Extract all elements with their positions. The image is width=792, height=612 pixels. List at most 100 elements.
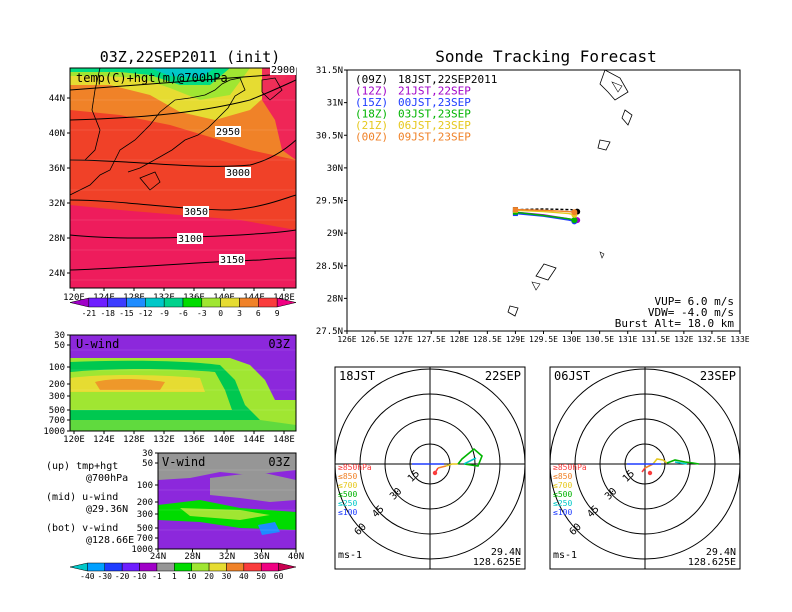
contour-label-bg — [219, 254, 245, 265]
hodograph-time: 18JST — [339, 369, 375, 383]
hodograph-wind-trace — [457, 447, 483, 467]
v-colorbar-swatch — [104, 562, 123, 572]
track-xtick-label: 126.5E — [361, 335, 390, 344]
v-xtick-label: 36N — [253, 552, 269, 562]
v-colorbar-label: 50 — [256, 572, 266, 581]
hodograph-level-label: ≤500 — [338, 490, 357, 499]
track-line — [515, 208, 578, 213]
legend-mid-sub: @29.36N — [86, 504, 128, 515]
track-end-point — [571, 217, 578, 224]
track-xtick-label: 132E — [674, 335, 693, 344]
track-legend-code: (18Z) — [355, 108, 388, 121]
hodograph-units: ms-1 — [338, 550, 362, 561]
track-legend-time: 03JST,23SEP — [398, 108, 471, 121]
map-ytick-label: 36N — [49, 164, 65, 174]
colorbar-label: -6 — [178, 309, 188, 318]
map-label: temp(C)+hgt(m)@700hPa — [76, 71, 228, 85]
hodograph-wind-trace — [641, 467, 646, 473]
hodograph-date: 23SEP — [700, 369, 736, 383]
colorbar-swatch — [182, 297, 203, 308]
track-ytick-label: 30N — [327, 164, 343, 174]
track-legend-code: (00Z) — [355, 131, 388, 144]
colorbar-swatch — [201, 297, 221, 308]
hodograph-surface-point — [647, 470, 653, 476]
track-xtick-label: 129E — [506, 335, 525, 344]
hodograph-lon: 128.625E — [473, 557, 521, 568]
colorbar-label: 3 — [237, 309, 242, 318]
v-ytick-label: 30 — [142, 449, 153, 459]
colorbar-swatch — [88, 297, 108, 308]
u-xtick-label: 120E — [63, 435, 85, 445]
v-colorbar-swatch — [121, 562, 140, 572]
hodograph-level-label: ≤250 — [553, 499, 572, 508]
v-colorbar-swatch — [69, 562, 88, 572]
colorbar-label: 0 — [218, 309, 223, 318]
colorbar-swatch — [145, 297, 165, 308]
v-colorbar-swatch — [208, 562, 227, 572]
u-ytick-label: 30 — [54, 331, 65, 341]
colorbar-swatch — [126, 297, 146, 308]
track-legend-code: (21Z) — [355, 119, 388, 132]
hodograph-level-label: ≥850hPa — [338, 463, 372, 472]
v-colorbar-swatch — [260, 562, 279, 572]
u-wind-label: U-wind — [76, 337, 119, 351]
v-xtick-label: 24N — [150, 552, 166, 562]
contour-label-bg — [270, 64, 296, 75]
track-xtick-label: 133E — [730, 335, 749, 344]
v-wind-colorbar — [69, 562, 297, 572]
legend-mid: (mid) u-wind — [46, 492, 118, 503]
colorbar-label: -18 — [100, 309, 115, 318]
track-legend-time: 06JST,23SEP — [398, 119, 471, 132]
track-xtick-label: 131.5E — [641, 335, 670, 344]
track-legend-time: 18JST,22SEP2011 — [398, 73, 497, 86]
hodograph-level-label: ≤250 — [338, 499, 357, 508]
v-colorbar-label: 30 — [222, 572, 232, 581]
u-wind-time: 03Z — [268, 337, 290, 351]
v-ytick-label: 300 — [137, 510, 153, 520]
hodograph-rings — [550, 367, 740, 569]
param-vup: VUP= 6.0 m/s — [655, 295, 734, 308]
hodograph-level-label: ≤500 — [553, 490, 572, 499]
track-xtick-label: 128.5E — [473, 335, 502, 344]
u-xtick-label: 132E — [153, 435, 175, 445]
track-ytick-label: 29.5N — [316, 197, 343, 207]
hodograph-wind-trace — [437, 465, 447, 469]
contour-label-bg — [215, 126, 241, 137]
track-ytick-label: 27.5N — [316, 327, 343, 337]
map-ytick-label: 44N — [49, 94, 65, 104]
map-xtick-label: 148E — [273, 293, 295, 303]
hodograph-level-label: ≤100 — [553, 508, 572, 517]
temperature-colorbar — [69, 297, 297, 308]
track-xtick-label: 132.5E — [697, 335, 726, 344]
colorbar-label: -15 — [119, 309, 134, 318]
hodograph-level-label: ≤700 — [553, 481, 572, 490]
contour-label: 3100 — [178, 234, 202, 245]
hodograph-level-label: ≥850hPa — [553, 463, 587, 472]
map-ytick-label: 32N — [49, 199, 65, 209]
v-ytick-label: 700 — [137, 534, 153, 544]
hodograph-lat: 29.4N — [706, 547, 736, 558]
v-colorbar-label: 20 — [204, 572, 214, 581]
v-xtick-label: 28N — [184, 552, 200, 562]
colorbar-swatch — [258, 297, 278, 308]
track-legend-time: 21JST,22SEP — [398, 85, 471, 98]
u-ytick-label: 700 — [49, 416, 65, 426]
map-ytick-label: 28N — [49, 234, 65, 244]
v-colorbar-swatch — [243, 562, 262, 572]
right-title: Sonde Tracking Forecast — [435, 47, 657, 66]
track-legend-code: (15Z) — [355, 96, 388, 109]
v-colorbar-label: 40 — [239, 572, 249, 581]
u-ytick-label: 1000 — [43, 427, 65, 437]
hodograph-wind-trace — [463, 457, 477, 465]
colorbar-swatch — [163, 297, 184, 308]
colorbar-swatch — [276, 297, 297, 308]
v-colorbar-swatch — [174, 562, 192, 572]
hodograph-level-label: ≤850 — [553, 472, 572, 481]
hodograph-time: 06JST — [554, 369, 590, 383]
map-ytick-label: 24N — [49, 269, 65, 279]
v-colorbar-label: -40 — [80, 572, 95, 581]
